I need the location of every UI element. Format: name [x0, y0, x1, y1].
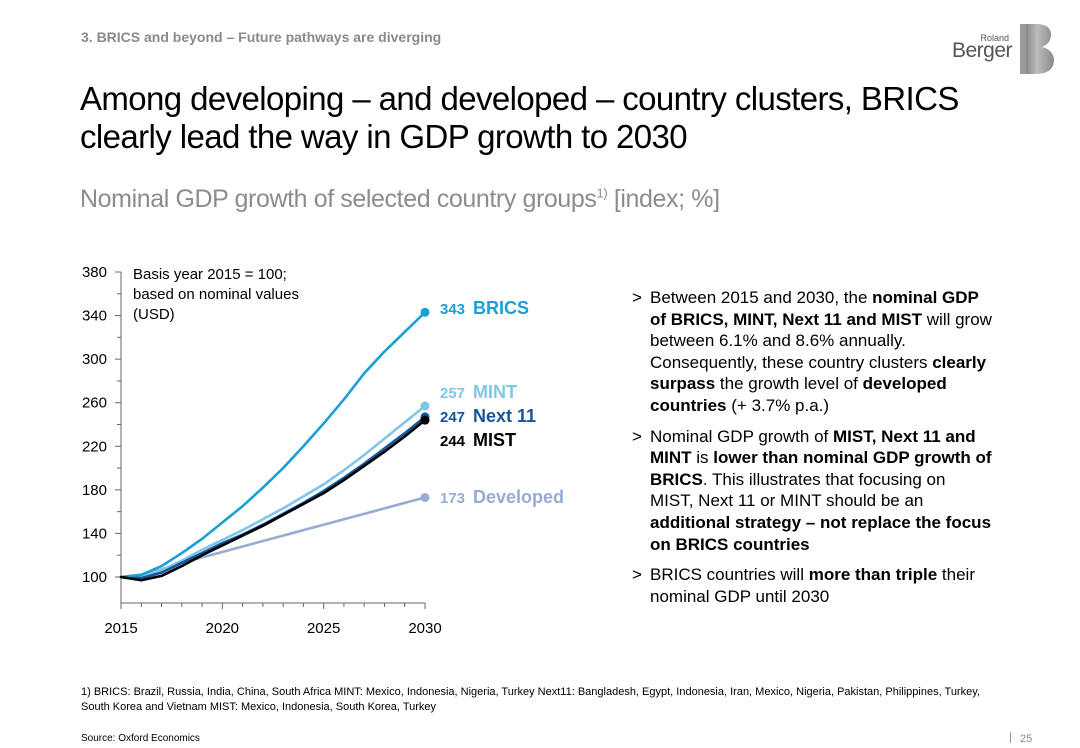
- bullet-text-bold: additional strategy – not replace the fo…: [650, 512, 992, 554]
- bullet-text-bold: nominal GDP of BRICS, MINT, Next 11 and …: [650, 288, 979, 329]
- basis-note-line-2: based on nominal values: [133, 286, 299, 303]
- basis-note-line-3: (USD): [133, 306, 175, 323]
- y-tick-label: 380: [82, 264, 107, 281]
- y-tick-label: 180: [82, 482, 107, 499]
- series-name-label: BRICS: [473, 298, 529, 318]
- bullet-marker: >: [632, 565, 642, 585]
- gdp-line-chart: 100 140 180 220 260 300 340 380 2015 2020 2025 2030…: [82, 264, 564, 637]
- bullet-text: BRICS countries will: [650, 565, 809, 585]
- series-line-mint: [119, 404, 427, 579]
- y-tick-label: 340: [82, 308, 107, 325]
- bullet-text-bold: developed countries: [650, 374, 947, 415]
- logo-b-mark-icon: [1020, 24, 1054, 74]
- bullet-text: . This illustrates that focusing on MIST…: [650, 469, 946, 511]
- series-name-label: MIST: [473, 430, 516, 450]
- page-title: Among developing – and developed – count…: [80, 80, 959, 155]
- x-tick-label: 2015: [104, 620, 137, 637]
- finding-bullet-2: > Nominal GDP growth of MIST, Next 11 and…: [632, 426, 992, 556]
- logo-text-large: Berger: [951, 39, 1013, 62]
- series-end-dot: [420, 401, 430, 411]
- roland-berger-logo: Roland Berger: [946, 22, 1056, 76]
- x-tick-label: 2030: [408, 620, 441, 637]
- bullet-text-bold: MIST, Next 11 and MINT: [650, 426, 976, 468]
- bullet-text-bold: clearly surpass: [650, 352, 987, 394]
- bullet-text: will grow between 6.1% and 8.6% annually…: [650, 309, 992, 372]
- y-tick-label: 220: [82, 438, 107, 455]
- bullet-text: Between 2015 and 2030, the: [650, 288, 873, 307]
- bullet-text: is: [691, 448, 714, 468]
- subtitle-units: [index; %]: [607, 185, 720, 213]
- x-tick-label: 2020: [206, 620, 239, 637]
- footnote: 1) BRICS: Brazil, Russia, India, China, …: [81, 686, 980, 713]
- series-end-dot: [420, 492, 430, 502]
- series-line-mist: [119, 418, 427, 582]
- series-name-label: Next 11: [473, 406, 536, 426]
- y-tick-label: 260: [82, 395, 107, 412]
- subtitle-footnote-marker: 1): [596, 185, 608, 201]
- x-tick-label: 2025: [307, 620, 340, 637]
- bullet-text: the growth level of: [715, 374, 863, 394]
- series-line-developed: [119, 496, 427, 579]
- y-tick-label: 100: [82, 569, 107, 586]
- subtitle-text: Nominal GDP growth of selected country g…: [80, 185, 597, 213]
- finding-bullet-1: > Between 2015 and 2030, the nominal GDP …: [632, 287, 992, 417]
- series-name-label: MINT: [473, 382, 517, 402]
- y-tick-label: 300: [82, 351, 107, 368]
- page-number-divider: [1010, 732, 1011, 743]
- page-number: 25: [1010, 732, 1032, 745]
- key-findings-list: > Between 2015 and 2030, the nominal GDP …: [632, 287, 992, 616]
- basis-note-line-1: Basis year 2015 = 100;: [133, 266, 287, 283]
- section-label: 3. BRICS and beyond – Future pathways ar…: [81, 29, 442, 45]
- chart-subtitle: Nominal GDP growth of selected country g…: [80, 185, 720, 214]
- y-tick-label: 140: [82, 525, 107, 542]
- series-end-dot: [420, 415, 430, 425]
- series-end-value-label: 173: [440, 490, 465, 507]
- series-end-value-label: 244: [440, 433, 466, 450]
- logo-text-small: Roland: [980, 33, 1009, 43]
- bullet-text: Nominal GDP growth of: [650, 426, 833, 446]
- source-note: Source: Oxford Economics: [81, 733, 200, 744]
- series-end-value-label: 247: [440, 409, 465, 426]
- series-end-value-label: 343: [440, 301, 465, 318]
- bullet-text-bold: lower than nominal GDP growth of BRICS: [650, 448, 992, 489]
- series-end-value-label: 257: [440, 385, 465, 402]
- series-name-label: Developed: [473, 487, 564, 507]
- bullet-marker: >: [632, 426, 642, 446]
- finding-bullet-3: > BRICS countries will more than triple t…: [632, 564, 992, 607]
- basis-note: Basis year 2015 = 100; based on nominal …: [133, 265, 333, 325]
- bullet-marker: >: [632, 288, 642, 307]
- bullet-text-bold: more than triple: [808, 565, 938, 585]
- series-line-next-11: [119, 415, 427, 580]
- page-number-value: 25: [1020, 733, 1033, 745]
- series-line-brics: [119, 311, 427, 579]
- bullet-text: (+ 3.7% p.a.): [726, 395, 830, 415]
- series-end-dot: [420, 307, 430, 317]
- bullet-text: their nominal GDP until 2030: [650, 565, 975, 606]
